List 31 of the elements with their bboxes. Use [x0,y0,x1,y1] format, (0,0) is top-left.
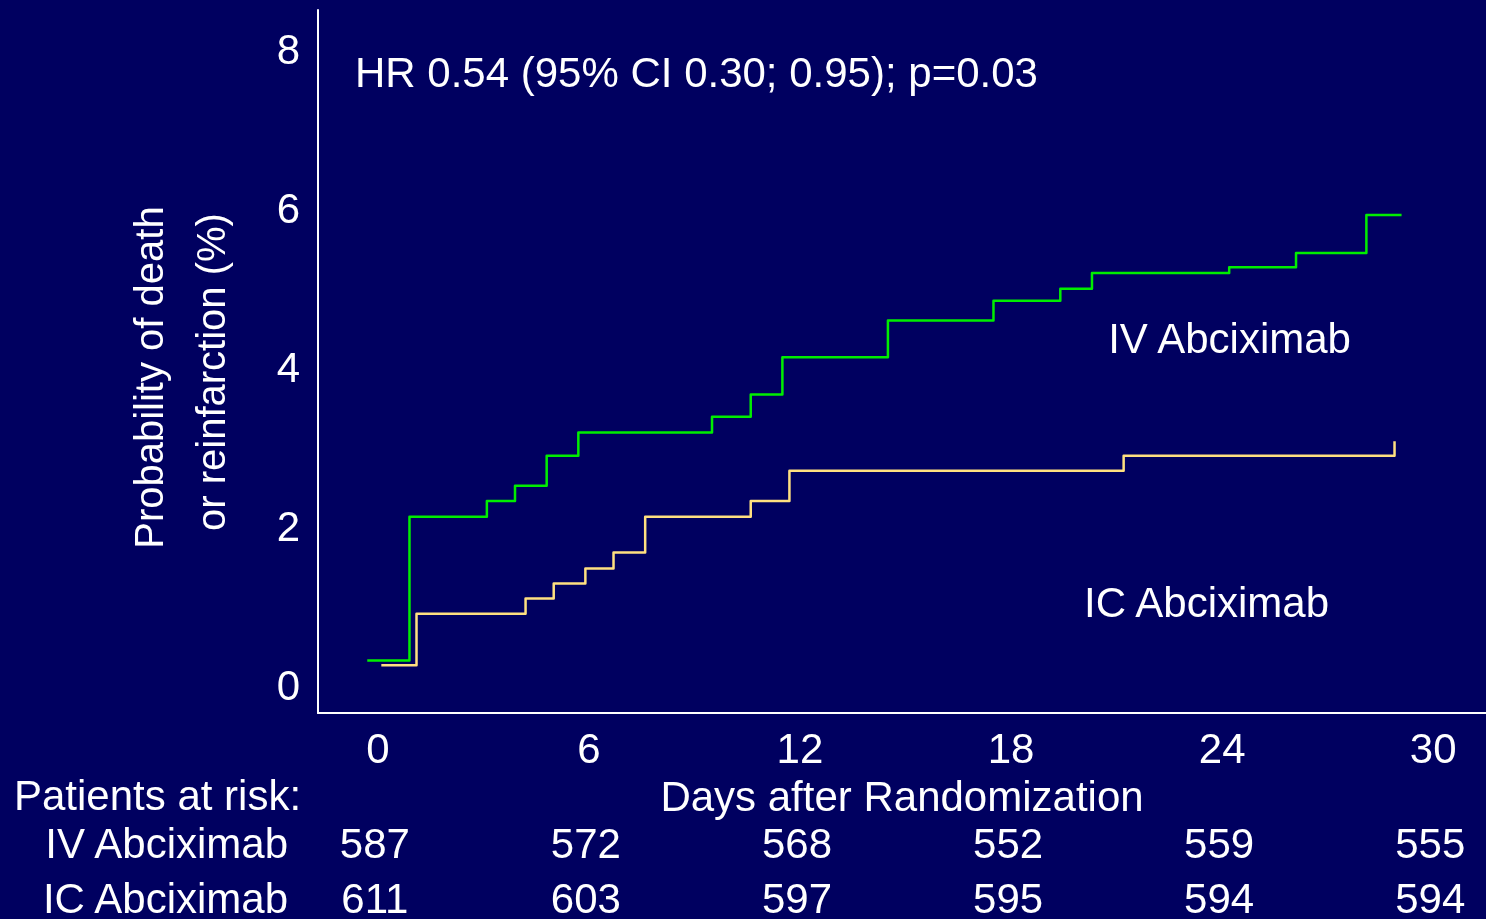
x-tick-label: 12 [776,724,824,772]
text: 572 [550,819,621,867]
y-tick-label: 2 [276,502,300,550]
text: IV Abciximab [45,819,288,867]
series-label: IV Abciximab [1108,315,1351,363]
text: IC Abciximab [42,874,288,919]
text: 611 [341,874,409,919]
text: 555 [1395,819,1466,867]
x-tick-label: 0 [366,724,390,772]
text: 603 [550,874,621,919]
x-tick-label: 6 [577,724,601,772]
text: Patients at risk: [14,771,302,819]
text: IC Abciximab [1083,578,1330,626]
text: 597 [761,874,833,919]
text: 594 [1395,874,1466,919]
text: 595 [973,874,1044,919]
x-tick-label: 24 [1198,724,1246,772]
y-axis-title: Probability of death or reinfarction (%) [127,195,233,549]
y-tick-label: 4 [276,343,300,391]
text: 559 [1184,819,1255,867]
x-axis-title: Days after Randomization [660,772,1144,820]
x-tick-label: 30 [1409,724,1457,772]
x-tick-label: 18 [987,724,1035,772]
text: 594 [1184,874,1255,919]
annotation: HR 0.54 (95% CI 0.30; 0.95); p=0.03 [355,48,1038,96]
y-tick-label: 6 [276,185,300,233]
text: 568 [761,819,833,867]
y-tick-label: 8 [276,26,300,74]
text: 587 [339,819,410,867]
text: 552 [973,819,1044,867]
y-tick-label: 0 [276,661,300,709]
